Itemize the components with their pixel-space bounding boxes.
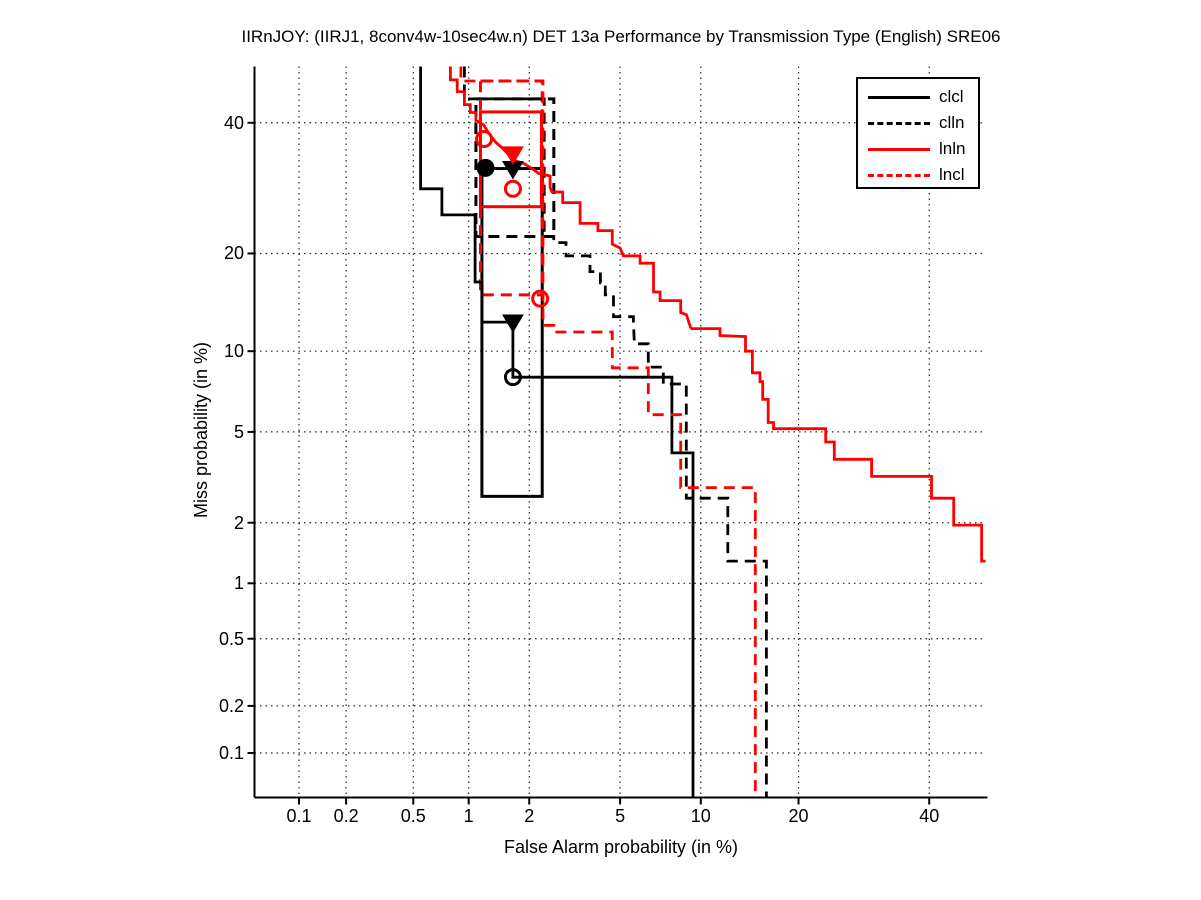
x-tick-label: 5 <box>615 806 626 826</box>
dcf-marker-circle-clcl <box>476 158 495 177</box>
dcf-marker-circle-lnln <box>475 130 494 149</box>
legend-item-label: clln <box>939 113 965 132</box>
dcf-marker-triangle-lnln <box>502 146 524 165</box>
x-tick-label: 20 <box>788 806 809 826</box>
legend-item-clcl: clcl <box>868 84 978 110</box>
y-tick-label: 0.5 <box>218 628 244 649</box>
legend-item-label: lnln <box>939 139 966 158</box>
y-tick-label: 2 <box>233 512 244 533</box>
legend-item-lnln: lnln <box>868 136 978 162</box>
y-tick-label: 5 <box>233 421 244 442</box>
x-tick-label: 0.1 <box>286 806 312 826</box>
det-curve-lncl <box>459 66 757 798</box>
legend-line-sample-lncl <box>868 173 930 177</box>
y-tick-label: 0.2 <box>218 695 244 716</box>
legend-line-sample-lnln <box>868 147 930 151</box>
y-tick-label: 20 <box>223 243 244 264</box>
x-tick-label: 0.5 <box>400 806 426 826</box>
det-curve-clcl <box>419 66 695 798</box>
x-axis-label: False Alarm probability (in %) <box>503 837 739 857</box>
dcf-marker-circle-clcl <box>503 368 522 387</box>
chart-title: IIRnJOY: (IIRJ1, 8conv4w-10sec4w.n) DET … <box>241 27 1001 46</box>
y-axis-label: Miss probability (in %) <box>191 341 211 519</box>
dcf-marker-triangle-clcl <box>502 314 524 334</box>
det-curve-clln <box>463 66 768 798</box>
y-tick-label: 40 <box>223 112 244 133</box>
legend-item-label: clcl <box>939 87 964 106</box>
legend-line-sample-clcl <box>868 95 930 99</box>
legend: clcl clln lnln lncl <box>856 77 980 189</box>
x-tick-label: 2 <box>524 806 535 826</box>
x-tick-label: 0.2 <box>333 806 359 826</box>
legend-item-label: lncl <box>939 165 965 184</box>
dcf-marker-circle-lncl <box>531 289 550 308</box>
x-tick-label: 40 <box>919 806 940 826</box>
dcf-marker-circle-lnln <box>503 179 522 198</box>
legend-line-sample-clln <box>868 121 930 125</box>
y-tick-label: 10 <box>223 341 244 362</box>
legend-item-lncl: lncl <box>868 162 978 188</box>
y-tick-label: 1 <box>233 573 244 594</box>
x-tick-label: 10 <box>690 806 711 826</box>
legend-item-clln: clln <box>868 110 978 136</box>
x-tick-label: 1 <box>463 806 474 826</box>
y-tick-label: 0.1 <box>218 743 244 763</box>
